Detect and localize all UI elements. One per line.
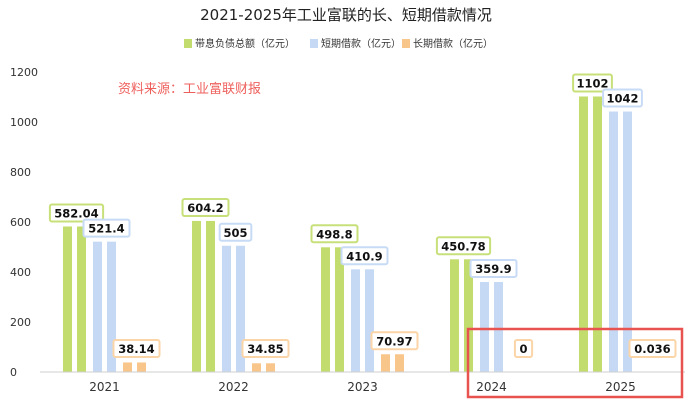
data-label: 450.78: [441, 239, 485, 253]
data-label-box: [435, 236, 492, 256]
y-tick-label: 200: [10, 316, 31, 329]
bar: [77, 226, 86, 372]
data-label-box: [340, 246, 389, 266]
source-annotation: 资料来源：工业富联财报: [118, 81, 261, 97]
data-label: 604.2: [187, 201, 223, 215]
bar: [464, 259, 473, 372]
data-label: 359.9: [475, 262, 511, 276]
data-label: 582.04: [54, 206, 98, 220]
data-label-box: [370, 331, 419, 351]
bar: [206, 220, 215, 372]
x-tick-label: 2022: [218, 380, 249, 394]
y-tick-label: 1200: [10, 66, 38, 79]
bar: [623, 111, 632, 372]
bar: [93, 241, 102, 372]
data-label-box: [513, 339, 534, 358]
x-tick-label: 2025: [605, 380, 636, 394]
legend: 带息负债总额（亿元） 短期借款（亿元） 长期借款（亿元）: [184, 37, 493, 50]
bar: [63, 226, 72, 372]
data-label: 1102: [576, 77, 608, 91]
data-label-box: [469, 259, 518, 279]
legend-label: 带息负债总额（亿元）: [195, 37, 295, 50]
data-label: 521.4: [88, 222, 124, 236]
bar: [480, 282, 489, 372]
data-label-box: [48, 203, 105, 223]
bar: [450, 259, 459, 372]
data-label: 34.85: [247, 342, 283, 356]
bar: [192, 220, 201, 372]
data-label: 410.9: [346, 249, 382, 263]
y-axis: 0 200 400 600 800 1000 1200: [10, 66, 38, 379]
data-label-box: [218, 222, 253, 242]
bar: [609, 111, 618, 372]
bar: [252, 363, 261, 372]
data-label-box: [628, 339, 677, 358]
highlight-box: [466, 327, 684, 399]
bar: [494, 282, 503, 372]
y-tick-label: 1000: [10, 116, 38, 129]
data-label: 0.036: [634, 342, 670, 356]
y-tick-label: 0: [10, 366, 17, 379]
data-label-box: [572, 73, 613, 93]
x-tick-label: 2023: [347, 380, 378, 394]
legend-swatch: [310, 39, 318, 48]
data-label: 505: [223, 226, 247, 240]
bar: [123, 362, 132, 372]
y-tick-label: 800: [10, 166, 31, 179]
bar: [137, 362, 146, 372]
chart-title: 2021-2025年工业富联的长、短期借款情况: [200, 6, 492, 24]
x-tick-label: 2021: [89, 380, 120, 394]
bars: [63, 96, 662, 372]
legend-label: 长期借款（亿元）: [413, 37, 493, 50]
bar: [351, 269, 360, 372]
bar: [321, 247, 330, 372]
y-tick-label: 600: [10, 216, 31, 229]
legend-swatch: [402, 39, 410, 48]
bar: [222, 245, 231, 372]
y-tick-label: 400: [10, 266, 31, 279]
bar: [381, 354, 390, 372]
x-tick-label: 2024: [476, 380, 507, 394]
data-label-box: [181, 197, 230, 217]
bar: [107, 241, 116, 372]
bar: [593, 96, 602, 372]
bar: [335, 247, 344, 372]
data-label: 498.8: [316, 227, 352, 241]
data-label: 70.97: [376, 334, 412, 348]
bar: [395, 354, 404, 372]
data-label: 0: [519, 342, 527, 356]
data-label-box: [241, 339, 290, 358]
x-axis: 2021 2022 2023 2024 2025: [40, 371, 685, 394]
bar: [266, 363, 275, 372]
legend-label: 短期借款（亿元）: [321, 37, 401, 50]
data-label-box: [310, 224, 359, 244]
data-label-box: [602, 88, 643, 108]
bar: [365, 269, 374, 372]
legend-swatch: [184, 39, 192, 48]
data-label-box: [112, 339, 161, 358]
data-label: 1042: [606, 92, 638, 106]
data-label: 38.14: [118, 342, 154, 356]
bar: [236, 245, 245, 372]
data-label-box: [82, 218, 131, 238]
bar: [579, 96, 588, 372]
